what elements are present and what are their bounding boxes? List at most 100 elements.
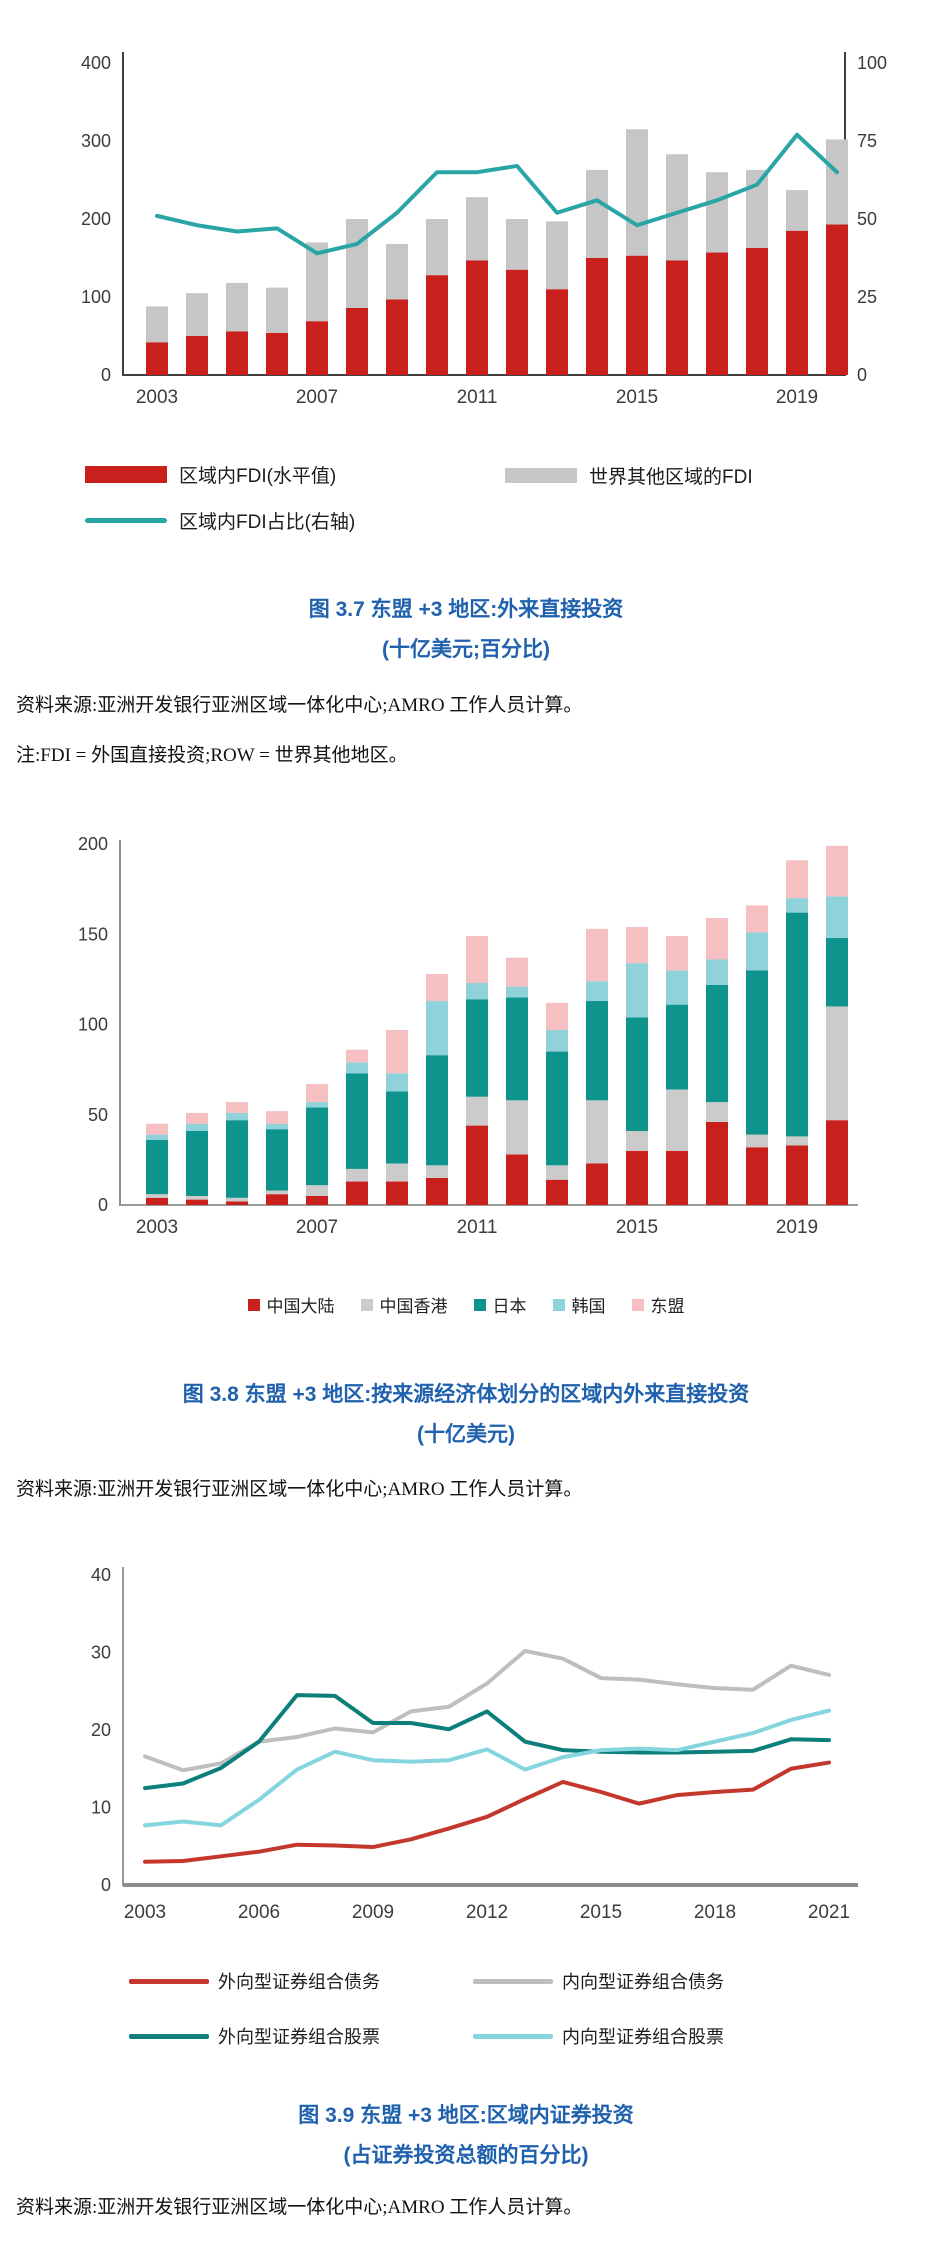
legend-item-outward-equity: 外向型证券组合股票 (129, 2023, 459, 2049)
y-tick-label: 50 (88, 1105, 108, 1125)
bar-segment (226, 1102, 248, 1113)
bar-segment (826, 937, 848, 1007)
bar-segment (386, 1091, 408, 1164)
x-tick-label: 2015 (580, 1902, 622, 1923)
legend-item-fdi-share: 区域内FDI占比(右轴) (85, 508, 355, 533)
bar-segment (506, 957, 528, 987)
legend-item-label: 内向型证券组合股票 (562, 2027, 724, 2047)
inward-equity-line-swatch (473, 2033, 553, 2039)
japan-swatch (473, 1298, 486, 1311)
bar-segment (626, 1130, 648, 1151)
bar-segment (146, 1123, 168, 1135)
outward-equity-line-swatch (129, 2033, 209, 2039)
portfolio-legend-row-2: 外向型证券组合股票 内向型证券组合股票 (0, 2023, 932, 2049)
legend-item-row-fdi: 世界其他区域的FDI (505, 463, 753, 488)
bar-segment (706, 918, 728, 960)
bar-segment (506, 1154, 528, 1205)
bar-segment (466, 260, 488, 375)
title-line-1: 图 3.7 东盟 +3 地区:外来直接投资 (308, 598, 624, 621)
bar-segment (786, 912, 808, 1137)
right-tick-label: 0 (857, 365, 867, 385)
bar-segment (666, 260, 688, 375)
bar-segment (426, 973, 448, 1002)
bar-segment (506, 269, 528, 375)
bar-segment (826, 1006, 848, 1121)
bar-segment (546, 1165, 568, 1180)
title-line-2: (十亿美元) (417, 1423, 515, 1446)
bar-segment (466, 1096, 488, 1126)
bar-segment (786, 860, 808, 899)
x-tick-label: 2007 (296, 387, 338, 408)
legend-item-label: 韩国 (571, 1297, 606, 1316)
bar-segment (626, 963, 648, 1018)
right-tick-label: 25 (857, 287, 877, 307)
bar-segment (346, 1181, 368, 1205)
legend-item-label: 世界其他区域的FDI (589, 466, 753, 488)
y-tick-label: 100 (81, 287, 111, 307)
bar-segment (626, 1150, 648, 1205)
data-line (143, 1708, 831, 1828)
bar-segment (266, 332, 288, 375)
bar-segment (266, 1111, 288, 1124)
bar-segment (586, 169, 608, 258)
bar-segment (506, 997, 528, 1101)
bar-segment (586, 258, 608, 375)
x-tick-label: 2003 (136, 387, 178, 408)
bar-segment (706, 959, 728, 985)
bar-segment (786, 190, 808, 231)
bar-segment (506, 219, 528, 270)
legend-item-label: 内向型证券组合债务 (562, 1972, 724, 1992)
outward-debt-line-swatch (129, 1978, 209, 1984)
legend-item-label: 中国大陆 (266, 1297, 335, 1316)
legend-item-korea: 韩国 (552, 1292, 606, 1317)
bar-segment (506, 1100, 528, 1155)
bar-segment (186, 336, 208, 375)
legend-item-japan: 日本 (473, 1292, 527, 1317)
bar-segment (746, 169, 768, 248)
bar-segment (666, 1004, 688, 1090)
x-tick-label: 2006 (238, 1902, 280, 1923)
intra-fdi-swatch (85, 465, 167, 483)
figure-3-7-note: 注:FDI = 外国直接投资;ROW = 世界其他地区。 (16, 745, 408, 766)
y-tick-label: 20 (91, 1720, 111, 1740)
bar-segment (146, 306, 168, 343)
bar-segment (666, 936, 688, 971)
bar-segment (146, 342, 168, 375)
bar-segment (346, 1168, 368, 1182)
bar-segment (626, 927, 648, 964)
legend-item-label: 东盟 (650, 1297, 685, 1316)
x-tick-label: 2009 (352, 1902, 394, 1923)
bar-segment (346, 1073, 368, 1169)
bar-segment (386, 299, 408, 375)
bar-segment (226, 1112, 248, 1121)
bar-segment (426, 1165, 448, 1178)
bar-segment (546, 289, 568, 375)
bar-segment (426, 219, 448, 276)
y-tick-label: 40 (91, 1565, 111, 1585)
bar-segment (146, 1197, 168, 1205)
bar-segment (226, 1197, 248, 1202)
bar-segment (186, 1123, 208, 1131)
x-tick-label: 2019 (776, 1217, 818, 1238)
legend-item-inward-equity: 内向型证券组合股票 (473, 2023, 803, 2049)
bar-segment (226, 1120, 248, 1198)
bar-segment (506, 986, 528, 998)
x-tick-label: 2021 (808, 1902, 850, 1923)
bar-segment (346, 219, 368, 308)
bar-segment (266, 1194, 288, 1205)
x-tick-label: 2003 (124, 1902, 166, 1923)
legend-item-intra-fdi: 区域内FDI(水平值) (85, 462, 336, 487)
bar-segment (586, 981, 608, 1002)
bar-segment (546, 1002, 568, 1030)
right-tick-label: 50 (857, 209, 877, 229)
fdi-combo-chart: 0 100 200 300 400 0 25 50 75 100 2003 2007 2011 2015 2… (81, 52, 887, 408)
y-tick-label: 300 (81, 131, 111, 151)
legend-item-label: 日本 (492, 1297, 527, 1316)
bar-segment (586, 928, 608, 982)
bars-group (146, 129, 848, 375)
bar-segment (586, 1163, 608, 1205)
asean-swatch (631, 1298, 644, 1311)
bar-segment (186, 1199, 208, 1205)
bar-segment (706, 1102, 728, 1122)
bar-segment (826, 1120, 848, 1205)
